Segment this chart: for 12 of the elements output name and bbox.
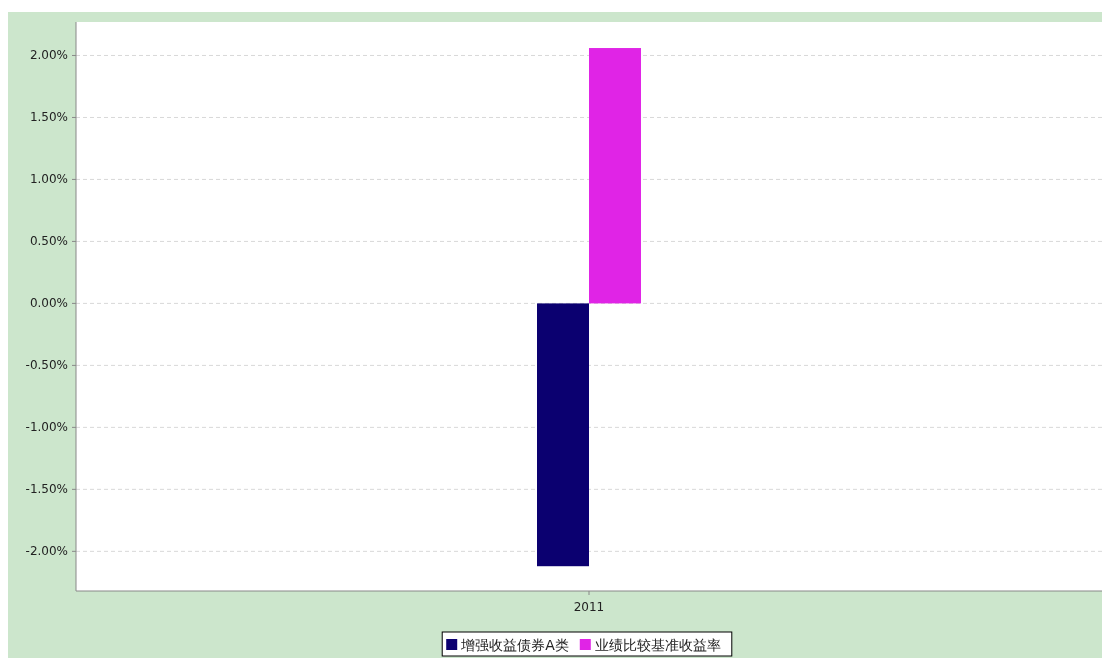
y-tick-label: 2.00% xyxy=(29,48,68,63)
x-tick-label: 2011 xyxy=(573,600,605,614)
y-tick-label: 0.50% xyxy=(29,234,68,249)
y-tick-label: 1.00% xyxy=(29,172,68,187)
y-tick-label: 0.00% xyxy=(29,296,68,311)
y-tick-label: -0.50% xyxy=(25,358,68,373)
y-tick-label: -1.00% xyxy=(25,420,68,435)
y-tick-label: -2.00% xyxy=(25,544,68,559)
y-tick-label: 1.50% xyxy=(29,110,68,125)
y-tick-label: -1.50% xyxy=(25,482,68,497)
legend-label: 增强收益债券A类 xyxy=(460,637,569,653)
legend-label: 业绩比较基准收益率 xyxy=(594,637,721,653)
